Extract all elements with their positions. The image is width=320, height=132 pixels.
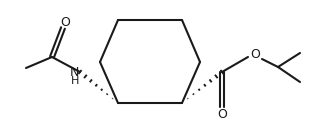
Text: N: N	[70, 67, 79, 79]
Text: O: O	[250, 48, 260, 62]
Text: O: O	[60, 15, 70, 29]
Text: O: O	[217, 107, 227, 121]
Text: H: H	[71, 76, 79, 86]
